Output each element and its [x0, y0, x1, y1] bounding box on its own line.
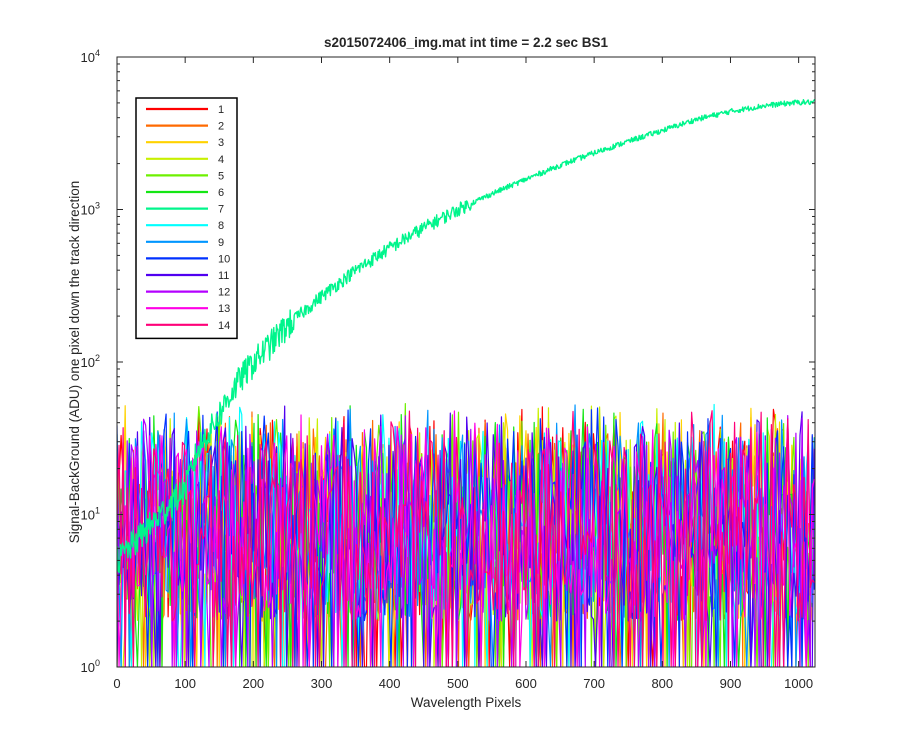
legend-box: [135, 97, 238, 340]
x-tick-label: 600: [515, 676, 537, 691]
legend-item-4[interactable]: 4: [146, 154, 224, 166]
legend-item-11[interactable]: 11: [146, 270, 229, 282]
legend-item-2[interactable]: 2: [146, 121, 224, 133]
x-tick-label: 700: [583, 676, 605, 691]
chart-title: s2015072406_img.mat int time = 2.2 sec B…: [324, 35, 609, 50]
legend-label: 1: [218, 104, 224, 116]
legend-item-1[interactable]: 1: [146, 104, 224, 116]
series-14-line: [117, 410, 815, 667]
legend-label: 7: [218, 204, 224, 216]
legend-label: 6: [218, 187, 224, 199]
legend-label: 8: [218, 220, 224, 232]
legend-item-8[interactable]: 8: [146, 220, 224, 232]
x-tick-label: 900: [720, 676, 742, 691]
series-layer: [117, 99, 815, 667]
legend-label: 4: [218, 154, 224, 166]
legend-label: 13: [218, 303, 230, 315]
legend-item-14[interactable]: 14: [146, 320, 230, 332]
series-12-line: [117, 415, 815, 667]
legend-item-12[interactable]: 12: [146, 287, 230, 299]
y-axis-label: Signal-BackGround (ADU) one pixel down t…: [67, 181, 82, 543]
legend-label: 11: [218, 270, 229, 282]
legend-label: 9: [218, 237, 224, 249]
x-tick-label: 0: [113, 676, 120, 691]
x-tick-label: 100: [174, 676, 196, 691]
x-tick-label: 800: [651, 676, 673, 691]
legend-item-6[interactable]: 6: [146, 187, 224, 199]
x-axis-label: Wavelength Pixels: [411, 695, 522, 710]
series-7-line: [117, 99, 815, 574]
legend-item-7[interactable]: 7: [146, 204, 224, 216]
legend-label: 3: [218, 137, 224, 149]
x-tick-label: 300: [311, 676, 333, 691]
legend-label: 10: [218, 253, 230, 265]
legend-label: 12: [218, 287, 230, 299]
legend-item-10[interactable]: 10: [146, 253, 230, 265]
legend-label: 5: [218, 170, 224, 182]
legend-item-9[interactable]: 9: [146, 237, 224, 249]
x-tick-label: 400: [379, 676, 401, 691]
x-tick-label: 200: [242, 676, 264, 691]
legend-item-3[interactable]: 3: [146, 137, 224, 149]
legend-item-13[interactable]: 13: [146, 303, 230, 315]
legend-item-5[interactable]: 5: [146, 170, 224, 182]
x-tick-label: 1000: [784, 676, 813, 691]
legend-label: 2: [218, 121, 224, 133]
x-tick-label: 500: [447, 676, 469, 691]
legend-label: 14: [218, 320, 230, 332]
